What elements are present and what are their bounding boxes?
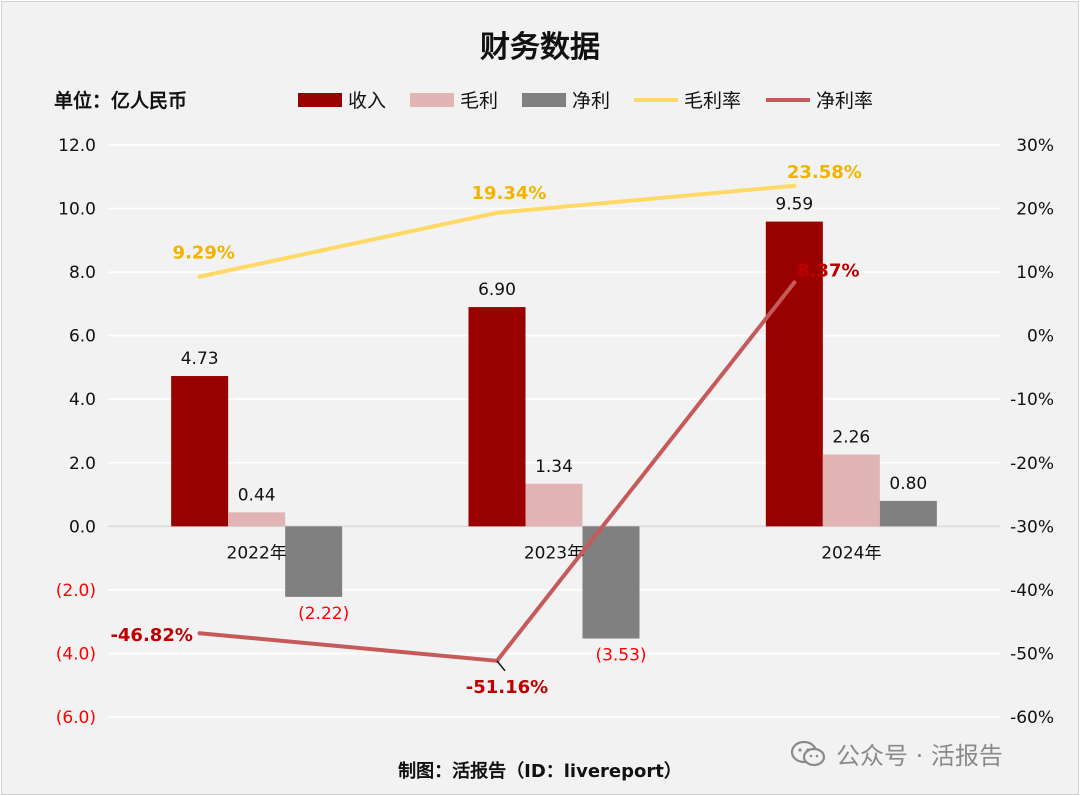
bar-gross-profit xyxy=(228,512,286,527)
y-right-tick-label: 30% xyxy=(1016,136,1054,156)
legend-item-gross-profit: 毛利 xyxy=(410,86,498,113)
y-right-tick-label: -10% xyxy=(1010,390,1054,410)
footer-credit: 制图：活报告（ID：livereport） xyxy=(398,761,682,782)
y-left-tick-label: 0.0 xyxy=(69,517,96,537)
y-right-tick-label: 0% xyxy=(1027,327,1054,347)
legend-line-net-margin xyxy=(766,97,810,102)
bar-label-revenue: 9.59 xyxy=(775,195,813,215)
legend-label-net-profit: 净利 xyxy=(572,90,611,112)
y-left-tick-label: 10.0 xyxy=(58,200,96,220)
bar-net-profit xyxy=(879,500,937,527)
bar-label-gross-profit: 2.26 xyxy=(832,428,870,448)
legend-line-gross-margin xyxy=(634,97,678,102)
bar-gross-profit xyxy=(822,454,880,527)
legend-item-net-margin: 净利率 xyxy=(766,86,873,113)
bar-label-gross-profit: 1.34 xyxy=(535,457,573,477)
x-tick-label: 2022年 xyxy=(227,543,287,563)
bar-label-net-profit: (3.53) xyxy=(595,646,646,666)
y-right-tick-label: -40% xyxy=(1010,581,1054,601)
y-left-tick-label: 6.0 xyxy=(69,327,96,347)
x-tick-label: 2023年 xyxy=(524,543,584,563)
legend-item-net-profit: 净利 xyxy=(522,86,610,113)
y-left-tick-label: 12.0 xyxy=(58,136,96,156)
legend-item-gross-margin: 毛利率 xyxy=(634,86,741,113)
bar-label-net-profit: 0.80 xyxy=(889,474,927,494)
legend-label-net-margin: 净利率 xyxy=(816,90,874,112)
y-left-tick-label: (2.0) xyxy=(56,581,96,601)
bar-label-net-profit: (2.22) xyxy=(298,604,349,624)
legend-swatch-revenue xyxy=(298,92,342,107)
legend-label-gross-profit: 毛利 xyxy=(460,90,499,112)
y-left-tick-label: 4.0 xyxy=(69,390,96,410)
bar-revenue xyxy=(468,307,526,527)
series-point-gross-margin xyxy=(792,183,797,188)
y-left-tick-label: 8.0 xyxy=(69,263,96,283)
series-label-net-margin: -46.82% xyxy=(110,625,192,646)
y-left-tick-label: (4.0) xyxy=(56,644,96,664)
series-label-gross-margin: 9.29% xyxy=(172,243,234,264)
bar-revenue xyxy=(765,221,823,527)
legend-item-revenue: 收入 xyxy=(298,86,386,113)
bar-label-revenue: 4.73 xyxy=(181,349,219,369)
y-right-tick-label: -20% xyxy=(1010,454,1054,474)
legend-label-gross-margin: 毛利率 xyxy=(684,90,742,112)
y-left-tick-label: (6.0) xyxy=(56,708,96,728)
series-point-net-margin xyxy=(792,280,797,285)
bar-net-profit xyxy=(582,526,640,639)
y-right-tick-label: -50% xyxy=(1010,644,1054,664)
legend-label-revenue: 收入 xyxy=(348,90,387,112)
series-point-net-margin xyxy=(197,631,202,636)
y-right-tick-label: -30% xyxy=(1010,517,1054,537)
bar-revenue xyxy=(171,376,229,527)
watermark-text: 公众号 · 活报告 xyxy=(836,742,1003,770)
series-label-net-margin: 8.37% xyxy=(797,260,859,281)
bar-label-gross-profit: 0.44 xyxy=(238,485,276,505)
wechat-icon xyxy=(790,740,826,766)
y-right-tick-label: 10% xyxy=(1016,263,1054,283)
unit-label: 单位：亿人民币 xyxy=(54,90,188,112)
bar-label-revenue: 6.90 xyxy=(478,280,516,300)
data-label-leader xyxy=(496,660,506,672)
series-point-gross-margin xyxy=(495,210,499,215)
bar-net-profit xyxy=(285,526,343,597)
bar-gross-profit xyxy=(525,483,583,527)
y-right-tick-label: -60% xyxy=(1010,708,1054,728)
y-left-tick-label: 2.0 xyxy=(69,454,96,474)
chart-title: 财务数据 xyxy=(480,30,600,65)
x-tick-label: 2024年 xyxy=(821,543,881,563)
watermark: 公众号 · 活报告 xyxy=(790,736,1003,771)
series-point-gross-margin xyxy=(197,274,202,279)
series-label-net-margin: -51.16% xyxy=(466,677,548,698)
y-right-tick-label: 20% xyxy=(1016,200,1054,220)
legend-swatch-net-profit xyxy=(522,92,566,107)
series-label-gross-margin: 19.34% xyxy=(472,183,547,204)
legend-swatch-gross-profit xyxy=(410,92,454,107)
series-label-gross-margin: 23.58% xyxy=(787,162,862,183)
